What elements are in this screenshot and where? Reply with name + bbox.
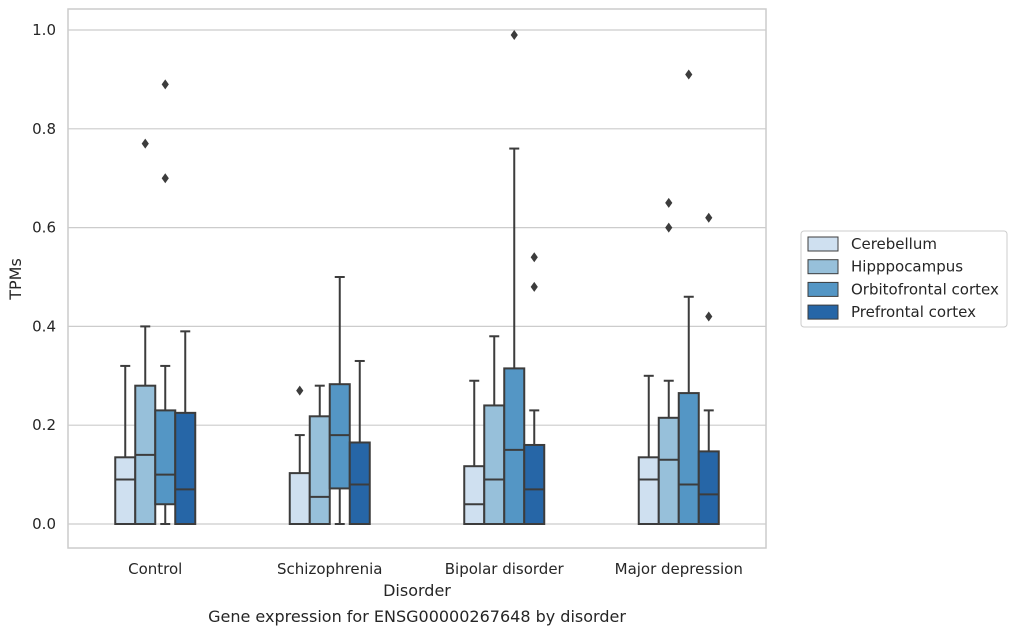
outlier-point (705, 311, 713, 322)
outlier-point (510, 29, 518, 40)
legend-label: Orbitofrontal cortex (851, 280, 999, 298)
x-tick-label: Bipolar disorder (445, 560, 565, 578)
outlier-point (530, 281, 538, 292)
box-1-0 (134, 138, 157, 525)
outlier-point (296, 385, 304, 396)
legend-frame (800, 230, 1008, 328)
y-tick-label: 0.0 (32, 515, 56, 533)
box-body (697, 450, 720, 525)
box-2-3 (677, 69, 700, 525)
legend-swatch (807, 259, 839, 275)
outlier-point (161, 173, 169, 184)
box-0-2 (463, 379, 486, 525)
legend: Cerebellum Hipppocampus Orbitofrontal cort… (800, 230, 1008, 328)
box-1-1 (308, 384, 331, 526)
box-0-3 (637, 374, 660, 525)
box-3-0 (174, 330, 197, 526)
legend-label: Prefrontal cortex (851, 303, 976, 321)
outlier-point (141, 138, 149, 149)
box-2-2 (503, 29, 526, 526)
plot-frame (67, 8, 767, 549)
outlier-point (705, 212, 713, 223)
box-body (328, 383, 351, 490)
legend-label: Cerebellum (851, 235, 937, 253)
box-body (503, 367, 526, 526)
box-body (154, 409, 177, 506)
x-tick-label: Major depression (615, 560, 743, 578)
y-tick-label: 1.0 (32, 21, 56, 39)
box-body (308, 415, 331, 526)
box-body (114, 456, 137, 525)
y-axis-label: TPMs (6, 258, 25, 301)
x-tick-labels: Control Schizophrenia Bipolar disorder Majo… (128, 560, 743, 578)
outlier-point (530, 252, 538, 263)
box-body (637, 456, 660, 525)
box-body (348, 441, 371, 525)
box-3-1 (348, 359, 371, 525)
box-body (463, 465, 486, 525)
outlier-point (665, 197, 673, 208)
x-axis-label: Disorder (383, 581, 451, 600)
chart-caption: Gene expression for ENSG00000267648 by d… (208, 607, 626, 626)
box-0-1 (288, 385, 311, 526)
legend-label: Hipppocampus (851, 258, 963, 276)
outlier-point (665, 222, 673, 233)
legend-swatch (807, 236, 839, 252)
y-tick-label: 0.6 (32, 219, 56, 237)
outlier-point (685, 69, 693, 80)
y-tick-label: 0.2 (32, 416, 56, 434)
y-tick-label: 0.4 (32, 317, 56, 335)
x-tick-label: Control (128, 560, 182, 578)
box-body (483, 404, 506, 525)
box-1-2 (483, 335, 506, 525)
box-body (174, 411, 197, 526)
legend-swatch (807, 304, 839, 320)
box-1-3 (657, 197, 680, 526)
y-tick-label: 0.8 (32, 120, 56, 138)
box-3-3 (697, 212, 720, 525)
boxes (114, 29, 720, 526)
box-3-2 (523, 252, 546, 525)
legend-swatch (807, 281, 839, 297)
y-tick-labels: 0.0 0.2 0.4 0.6 0.8 1.0 (32, 21, 56, 533)
outlier-point (161, 79, 169, 90)
box-body (677, 392, 700, 525)
box-2-1 (328, 276, 351, 525)
box-body (288, 472, 311, 526)
box-0-0 (114, 364, 137, 525)
x-tick-label: Schizophrenia (277, 560, 382, 578)
box-2-0 (154, 79, 177, 525)
box-body (523, 443, 546, 525)
box-body (657, 416, 680, 526)
